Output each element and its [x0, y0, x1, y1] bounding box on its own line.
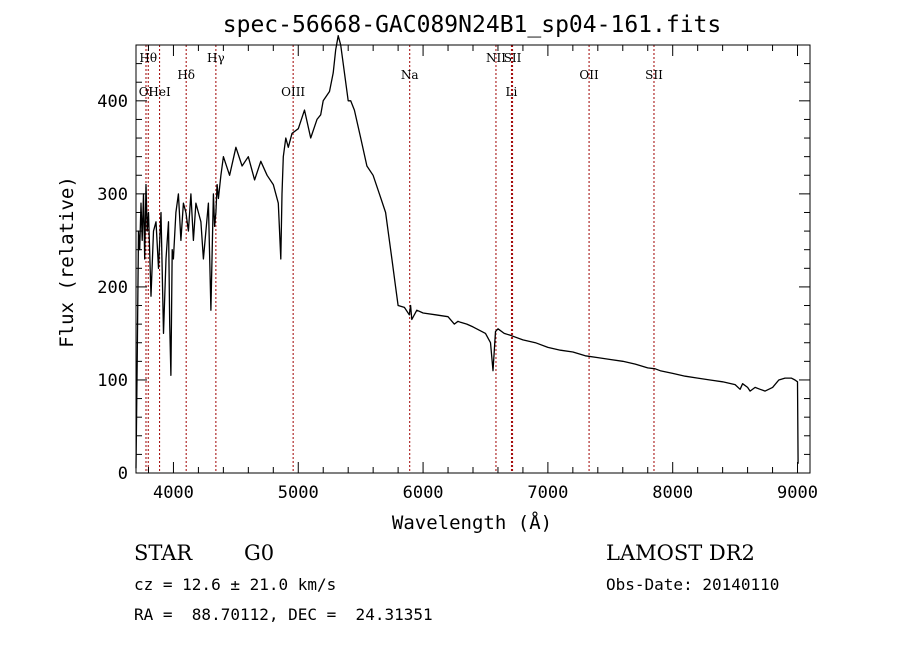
- y-tick-label: 300: [97, 185, 128, 205]
- spectral-line-label: Hγ: [207, 51, 225, 65]
- spectral-line-label: OIII: [281, 85, 305, 99]
- x-axis-label: Wavelength (Å): [392, 511, 552, 534]
- y-tick-label: 100: [97, 371, 128, 391]
- spectral-line-label: SII: [504, 51, 522, 65]
- y-tick-label: 0: [118, 464, 128, 484]
- x-tick-label: 4000: [153, 483, 194, 503]
- spectral-line-label: HeI: [148, 85, 171, 99]
- x-tick-label: 5000: [278, 483, 319, 503]
- spectral-line-label: NII: [486, 51, 506, 65]
- y-axis-label: Flux (relative): [56, 176, 78, 348]
- object-class: STAR: [134, 541, 193, 565]
- ra-dec: RA = 88.70112, DEC = 24.31351: [134, 605, 433, 624]
- spectrum-line: [135, 35, 799, 469]
- redshift-cz: cz = 12.6 ± 21.0 km/s: [134, 575, 336, 594]
- x-tick-label: 8000: [652, 483, 693, 503]
- spectral-line-markers: [145, 45, 655, 473]
- spectral-line-label: Hθ: [139, 51, 157, 65]
- x-axis-ticks: 4000 5000 6000 7000 8000 9000: [147, 45, 818, 503]
- spectral-line-label: Hδ: [177, 68, 195, 82]
- survey-name: LAMOST DR2: [606, 541, 755, 565]
- plot-frame: [135, 44, 811, 474]
- spectral-line-label: OII: [579, 68, 599, 82]
- object-subclass: G0: [244, 541, 274, 565]
- x-tick-label: 6000: [403, 483, 444, 503]
- chart-title: spec-56668-GAC089N24B1_sp04-161.fits: [223, 12, 722, 38]
- y-tick-label: 200: [97, 278, 128, 298]
- spectral-line-label: Li: [506, 85, 518, 99]
- y-tick-label: 400: [97, 92, 128, 112]
- x-tick-label: 9000: [777, 483, 818, 503]
- spectral-line-label: SII: [645, 68, 663, 82]
- spectral-line-label: Na: [401, 68, 419, 82]
- x-tick-label: 7000: [527, 483, 568, 503]
- y-axis-ticks: 0 100 200 300 400: [97, 63, 810, 484]
- obs-date: Obs-Date: 20140110: [606, 575, 779, 594]
- spectral-line-label: OI: [139, 85, 154, 99]
